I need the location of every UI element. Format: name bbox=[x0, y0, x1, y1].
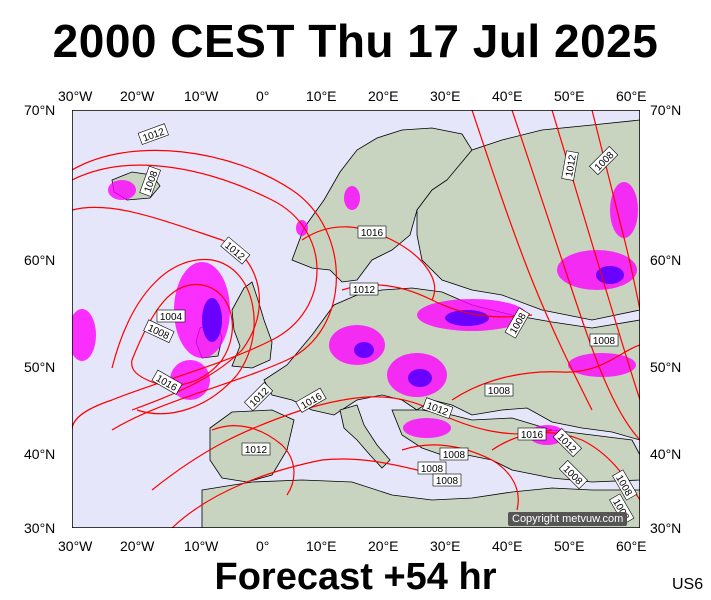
lat-label: 40°N bbox=[650, 446, 682, 462]
isobar bbox=[131, 283, 233, 387]
lon-label: 60°E bbox=[616, 88, 647, 104]
isobar-label: 1008 bbox=[417, 461, 447, 475]
lon-label: 60°E bbox=[616, 538, 647, 554]
svg-text:1012: 1012 bbox=[353, 285, 376, 296]
lon-label: 40°E bbox=[492, 538, 523, 554]
rain-area bbox=[72, 309, 96, 361]
isobar bbox=[591, 110, 640, 311]
copyright-notice: Copyright metvuw.com bbox=[508, 512, 628, 526]
isobar bbox=[401, 444, 519, 511]
lon-label: 30°E bbox=[430, 88, 461, 104]
lon-label: 0° bbox=[256, 538, 270, 554]
rain-heavy bbox=[445, 310, 489, 326]
lon-label: 30°E bbox=[430, 538, 461, 554]
lat-label: 70°N bbox=[650, 102, 682, 118]
isobar bbox=[301, 226, 436, 301]
lon-label: 10°E bbox=[306, 88, 337, 104]
isobar bbox=[511, 110, 640, 441]
isobar bbox=[72, 149, 337, 431]
isobar bbox=[211, 425, 295, 496]
great-britain bbox=[231, 281, 273, 369]
isobar-label: 1012 bbox=[561, 150, 579, 181]
rain-area bbox=[557, 250, 637, 290]
svg-text:1008: 1008 bbox=[421, 464, 444, 475]
svg-text:1016: 1016 bbox=[521, 430, 544, 441]
lon-label: 20°E bbox=[368, 88, 399, 104]
lat-label: 60°N bbox=[24, 252, 56, 268]
isobar-label: 1004 bbox=[156, 309, 186, 323]
lon-label: 10°W bbox=[184, 538, 219, 554]
lon-label: 10°E bbox=[306, 538, 337, 554]
lon-label: 20°W bbox=[120, 88, 155, 104]
rain-heavy bbox=[354, 342, 374, 358]
svg-text:1008: 1008 bbox=[593, 336, 616, 347]
rain-area bbox=[170, 360, 210, 400]
lat-label: 40°N bbox=[24, 446, 56, 462]
isobar bbox=[111, 258, 255, 415]
isobar-label: 1012 bbox=[349, 282, 379, 296]
lat-label: 50°N bbox=[650, 359, 682, 375]
svg-text:1012: 1012 bbox=[564, 154, 579, 178]
isobar bbox=[171, 458, 453, 528]
svg-text:1008: 1008 bbox=[436, 476, 459, 487]
lat-label: 60°N bbox=[650, 252, 682, 268]
rain-area bbox=[403, 418, 451, 438]
rain-area bbox=[610, 182, 638, 238]
map-title: 2000 CEST Thu 17 Jul 2025 bbox=[52, 15, 659, 67]
italy bbox=[339, 404, 391, 469]
rain-area bbox=[296, 220, 308, 236]
isobar-label: 1012 bbox=[241, 442, 271, 456]
lon-label: 30°W bbox=[58, 538, 93, 554]
lat-label: 70°N bbox=[24, 102, 56, 118]
rain-heavy bbox=[408, 369, 432, 387]
rain-area bbox=[108, 180, 136, 200]
lat-label: 30°N bbox=[24, 520, 56, 536]
forecast-label: Forecast +54 hr bbox=[214, 556, 497, 598]
isobar-label: 1008 bbox=[589, 333, 619, 347]
lon-label: 50°E bbox=[554, 538, 585, 554]
svg-text:1012: 1012 bbox=[245, 445, 268, 456]
lon-label: 30°W bbox=[58, 88, 93, 104]
precipitation bbox=[72, 180, 638, 445]
lon-label: 40°E bbox=[492, 88, 523, 104]
svg-text:1008: 1008 bbox=[488, 386, 511, 397]
lon-label: 20°E bbox=[368, 538, 399, 554]
lat-label: 30°N bbox=[650, 520, 682, 536]
weather-map: 1012 1008 1012 1016 1012 1004 1008 1016 … bbox=[72, 110, 640, 528]
isobar-label: 1008 bbox=[439, 447, 469, 461]
lon-label: 20°W bbox=[120, 538, 155, 554]
rain-area bbox=[344, 186, 360, 210]
isobar-label: 1008 bbox=[432, 473, 462, 487]
isobar-label: 1016 bbox=[517, 427, 547, 441]
isobar bbox=[151, 396, 553, 491]
isobar bbox=[451, 344, 640, 401]
isobar bbox=[72, 206, 261, 411]
rain-heavy bbox=[202, 298, 222, 342]
region-code: US6 bbox=[672, 576, 704, 593]
lon-label: 50°E bbox=[554, 88, 585, 104]
lat-label: 50°N bbox=[24, 359, 56, 375]
isobar-label: 1016 bbox=[357, 225, 387, 239]
isobar bbox=[471, 110, 593, 411]
svg-text:1008: 1008 bbox=[443, 450, 466, 461]
svg-text:1004: 1004 bbox=[160, 312, 183, 323]
lon-label: 0° bbox=[256, 88, 270, 104]
svg-text:1016: 1016 bbox=[361, 228, 384, 239]
isobar bbox=[72, 164, 318, 431]
lon-label: 10°W bbox=[184, 88, 219, 104]
isobar-label: 1008 bbox=[484, 383, 514, 397]
